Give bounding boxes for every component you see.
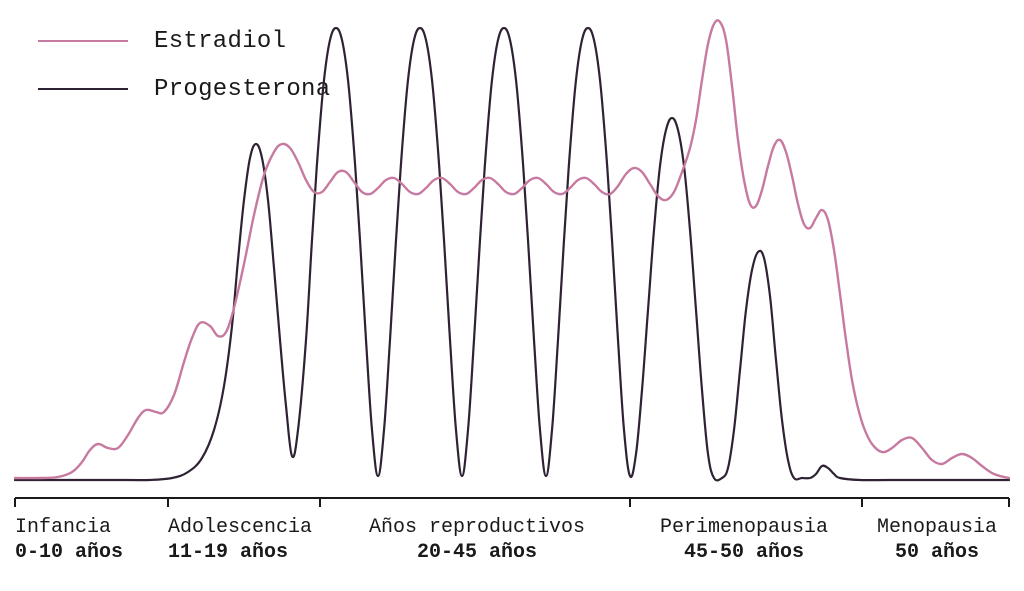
stage-range: 20-45 años: [322, 541, 632, 564]
series-line-estradiol: [15, 20, 1009, 478]
stage-name: Adolescencia: [168, 516, 338, 539]
stage-range: 50 años: [862, 541, 1012, 564]
stage-name: Perimenopausia: [634, 516, 854, 539]
x-label-infancia: Infancia0-10 años: [15, 516, 175, 564]
x-label-perimenopausia: Perimenopausia45-50 años: [634, 516, 854, 564]
x-label-a-os-reproductivos: Años reproductivos20-45 años: [322, 516, 632, 564]
stage-range: 11-19 años: [168, 541, 338, 564]
x-label-adolescencia: Adolescencia11-19 años: [168, 516, 338, 564]
x-label-menopausia: Menopausia50 años: [862, 516, 1012, 564]
stage-range: 45-50 años: [634, 541, 854, 564]
plot-svg: [0, 0, 1024, 591]
x-axis: [15, 498, 1009, 507]
hormone-lifecycle-chart: Estradiol Progesterona Infancia0-10 años…: [0, 0, 1024, 591]
stage-range: 0-10 años: [15, 541, 175, 564]
stage-name: Infancia: [15, 516, 175, 539]
stage-name: Menopausia: [862, 516, 1012, 539]
stage-name: Años reproductivos: [322, 516, 632, 539]
series-group: [15, 20, 1009, 480]
